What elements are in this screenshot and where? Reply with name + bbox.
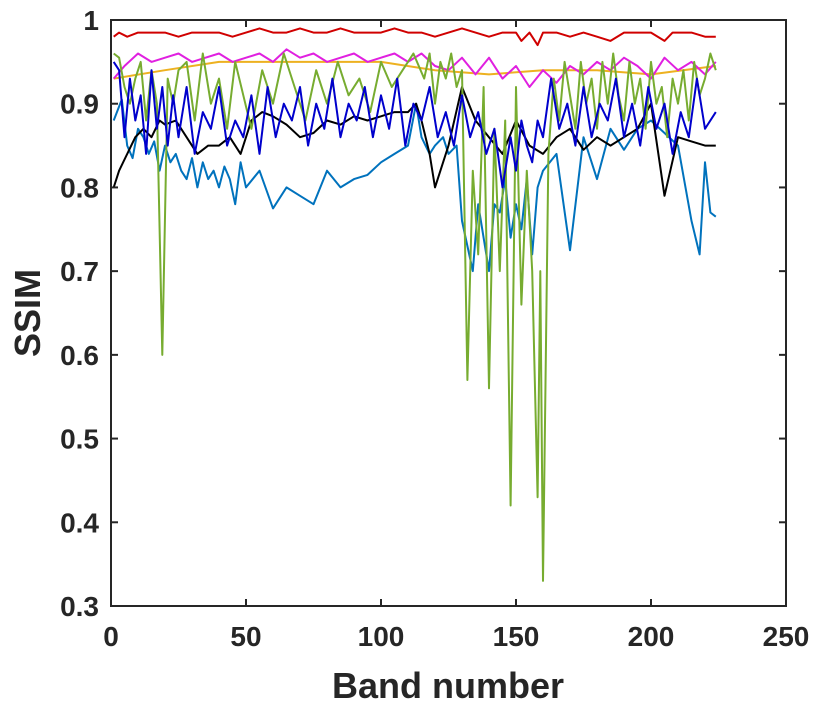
series-line-3 xyxy=(113,60,716,80)
series-line-7 xyxy=(112,61,717,189)
series-layer xyxy=(112,27,717,582)
y-tick-label: 0.8 xyxy=(60,172,99,203)
y-axis-ticks: 0.3 0.4 0.5 0.6 0.7 0.8 0.9 1 xyxy=(60,5,786,622)
y-axis-label: SSIM xyxy=(7,269,48,357)
y-tick-label: 0.7 xyxy=(60,256,99,287)
y-tick-label: 1 xyxy=(83,5,99,36)
x-tick-label: 200 xyxy=(628,621,675,652)
y-tick-label: 0.6 xyxy=(60,340,99,371)
x-axis-label: Band number xyxy=(332,665,564,706)
y-tick-label: 0.5 xyxy=(60,424,99,455)
y-tick-label: 0.3 xyxy=(60,591,99,622)
series-line-6 xyxy=(113,52,717,582)
x-tick-label: 250 xyxy=(763,621,810,652)
plot-area-background xyxy=(111,20,786,606)
x-tick-label: 0 xyxy=(103,621,119,652)
y-tick-label: 0.9 xyxy=(60,89,99,120)
x-tick-label: 100 xyxy=(358,621,405,652)
y-tick-label: 0.4 xyxy=(60,507,99,538)
plot-area-frame xyxy=(110,19,787,607)
x-tick-label: 50 xyxy=(230,621,261,652)
series-line-4 xyxy=(113,27,716,47)
series-line-2 xyxy=(112,86,716,197)
x-axis-ticks: 0 50 100 150 200 250 xyxy=(103,20,809,652)
x-tick-label: 150 xyxy=(493,621,540,652)
